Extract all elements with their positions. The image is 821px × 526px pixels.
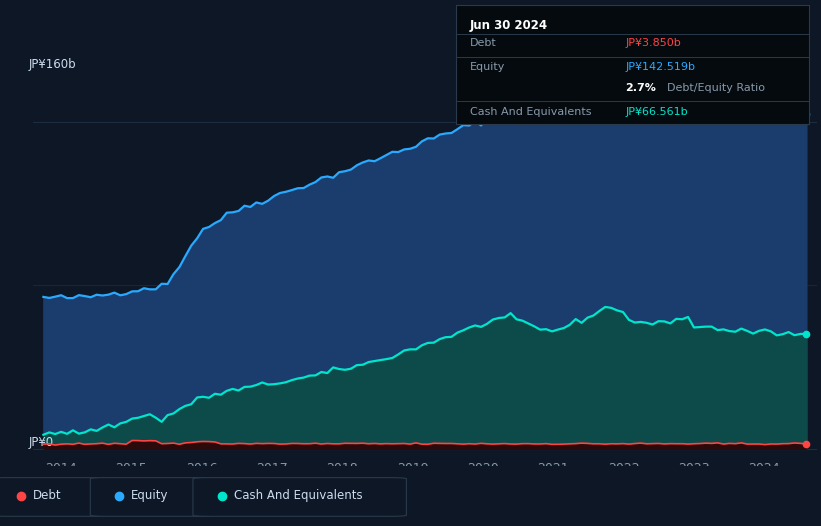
FancyBboxPatch shape: [193, 478, 406, 517]
Text: Cash And Equivalents: Cash And Equivalents: [234, 489, 363, 502]
Text: Debt: Debt: [470, 38, 497, 48]
FancyBboxPatch shape: [0, 478, 107, 517]
Text: Debt: Debt: [33, 489, 62, 502]
Text: Equity: Equity: [131, 489, 169, 502]
Text: JP¥0: JP¥0: [29, 436, 54, 449]
Text: JP¥142.519b: JP¥142.519b: [625, 62, 695, 72]
Text: 2.7%: 2.7%: [625, 83, 656, 94]
Text: Jun 30 2024: Jun 30 2024: [470, 19, 548, 33]
Text: Equity: Equity: [470, 62, 505, 72]
Text: JP¥160b: JP¥160b: [29, 58, 76, 71]
Text: JP¥66.561b: JP¥66.561b: [625, 107, 688, 117]
Text: Debt/Equity Ratio: Debt/Equity Ratio: [667, 83, 765, 94]
Text: Cash And Equivalents: Cash And Equivalents: [470, 107, 591, 117]
Text: JP¥3.850b: JP¥3.850b: [625, 38, 681, 48]
FancyBboxPatch shape: [90, 478, 213, 517]
